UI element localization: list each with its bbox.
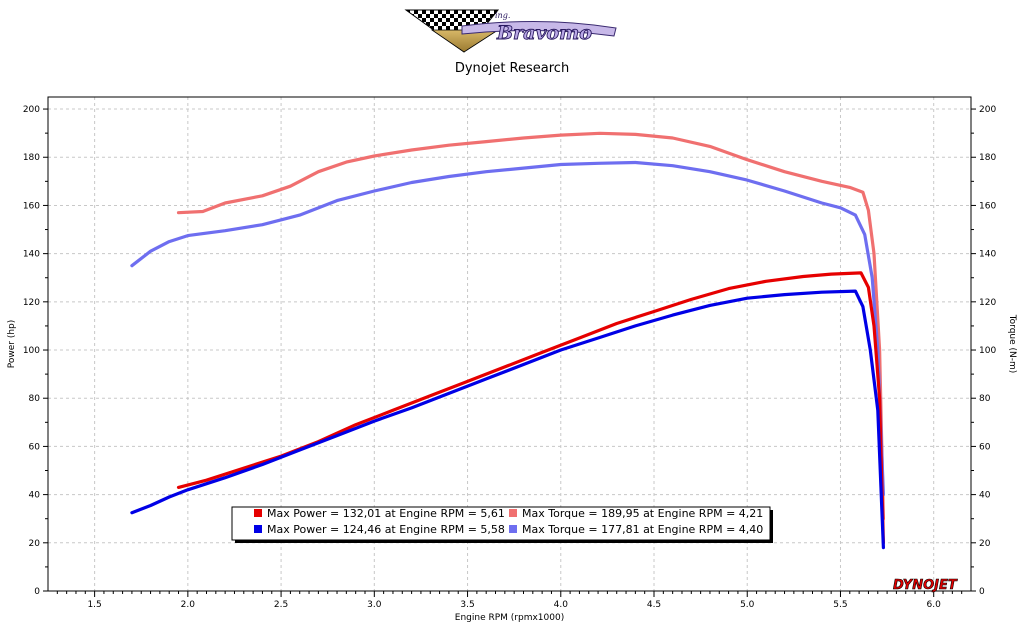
y-axis-left: 0 20 40 60 80 100 120 140 160 180 200 [23, 105, 48, 597]
y-axis-right: 0 20 40 60 80 100 120 140 160 180 200 [971, 105, 996, 597]
plot-frame [47, 96, 972, 592]
logo-text: Bravomo [496, 22, 592, 44]
x-tick-label: 4.5 [647, 600, 661, 610]
series-line-torque_2 [130, 160, 886, 497]
legend-swatch [254, 525, 262, 533]
y-tick-label-right: 120 [979, 298, 996, 308]
x-tick-label: 1.5 [87, 600, 101, 610]
bravomo-logo: Bravomo ing. [404, 9, 617, 53]
y-tick-label-right: 0 [979, 587, 985, 597]
x-tick-label: 5.0 [740, 600, 755, 610]
y-tick-label-right: 160 [979, 201, 996, 211]
y-tick-label-right: 80 [979, 394, 991, 404]
legend-swatch [509, 509, 517, 517]
dynojet-brand-mark: DYNOJET [893, 578, 958, 593]
legend-box [231, 506, 771, 541]
y-tick-label-left: 20 [29, 539, 41, 549]
x-axis-label: Engine RPM (rpmx1000) [455, 613, 564, 623]
chart-title: Dynojet Research [454, 61, 570, 76]
logo-small-text: ing. [495, 11, 510, 20]
legend-swatch [254, 509, 262, 517]
legend-entry: Max Torque = 177,81 at Engine RPM = 4,40 [522, 523, 763, 536]
y-axis-label-right: Torque (N-m) [1007, 314, 1017, 374]
y-tick-label-left: 0 [34, 587, 40, 597]
x-tick-label: 6.0 [927, 600, 942, 610]
y-tick-label-left: 160 [23, 201, 40, 211]
x-tick-label: 3.0 [367, 600, 382, 610]
y-tick-label-left: 60 [29, 442, 41, 452]
y-tick-label-left: 100 [23, 346, 40, 356]
legend-entry: Max Torque = 189,95 at Engine RPM = 4,21 [522, 507, 763, 520]
x-axis: 1.5 2.0 2.5 3.0 3.5 4.0 4.5 5.0 5.5 6.0 [56, 591, 963, 610]
y-tick-label-left: 40 [29, 491, 41, 501]
y-tick-label-left: 140 [23, 250, 40, 260]
x-tick-label: 2.0 [181, 600, 196, 610]
y-tick-label-right: 200 [979, 105, 996, 115]
series-line-power_2 [130, 289, 886, 550]
series-lines [130, 131, 886, 550]
x-tick-label: 5.5 [833, 600, 847, 610]
x-tick-label: 4.0 [554, 600, 569, 610]
series-line-torque_1 [176, 131, 886, 521]
y-tick-label-right: 60 [979, 442, 991, 452]
y-tick-label-left: 200 [23, 105, 40, 115]
series-line-power_1 [176, 271, 886, 545]
legend: Max Power = 132,01 at Engine RPM = 5,61 M… [231, 506, 773, 543]
y-tick-label-right: 180 [979, 153, 996, 163]
legend-entry: Max Power = 124,46 at Engine RPM = 5,58 [267, 523, 505, 536]
x-tick-label: 3.5 [460, 600, 474, 610]
y-tick-label-right: 100 [979, 346, 996, 356]
legend-entry: Max Power = 132,01 at Engine RPM = 5,61 [267, 507, 505, 520]
y-tick-label-left: 180 [23, 153, 40, 163]
y-tick-label-right: 40 [979, 491, 991, 501]
legend-swatch [509, 525, 517, 533]
y-tick-label-right: 20 [979, 539, 991, 549]
y-tick-label-left: 120 [23, 298, 40, 308]
y-tick-label-right: 140 [979, 250, 996, 260]
y-tick-label-left: 80 [29, 394, 41, 404]
x-tick-label: 2.5 [274, 600, 288, 610]
y-axis-label-left: Power (hp) [7, 320, 17, 369]
